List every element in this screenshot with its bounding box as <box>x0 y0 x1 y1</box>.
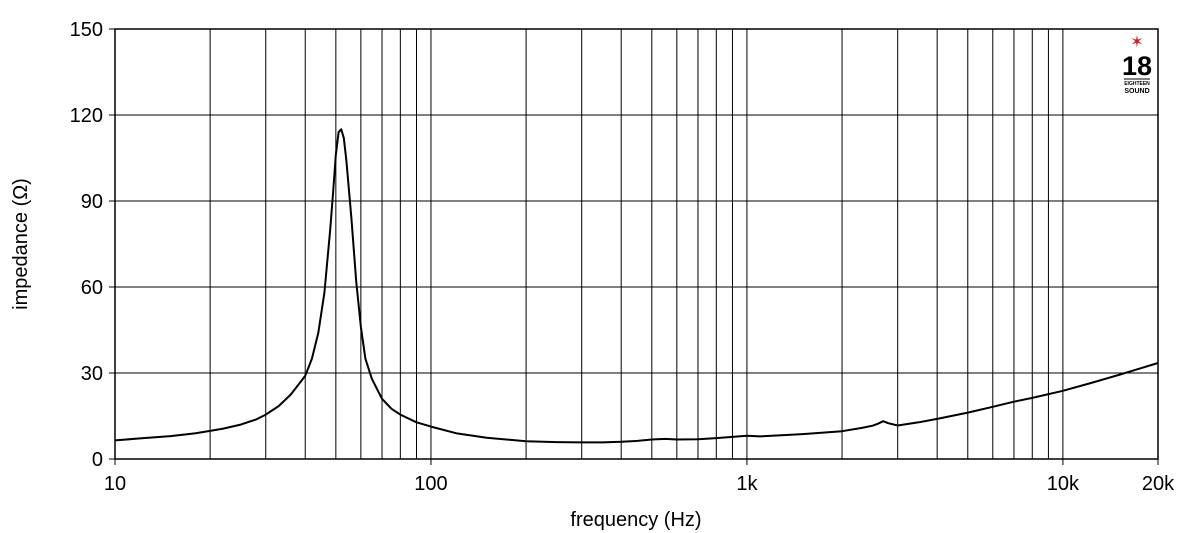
logo-line1: EIGHTEEN <box>1124 81 1150 87</box>
y-tick-label: 150 <box>70 19 103 41</box>
x-axis-ticks: 10 100 1k 10k 20k <box>104 459 1175 495</box>
x-tick-label: 100 <box>414 473 447 495</box>
y-tick-label: 90 <box>81 191 103 213</box>
y-tick-label: 30 <box>81 363 103 385</box>
impedance-curve <box>114 128 1159 444</box>
x-tick-label: 1k <box>736 473 758 495</box>
x-tick-label: 10k <box>1047 473 1080 495</box>
y-tick-label: 0 <box>92 449 103 471</box>
x-tick-label: 10 <box>104 473 126 495</box>
logo-number: 18 <box>1122 51 1152 81</box>
eighteen-sound-logo: ✶ 18 EIGHTEEN SOUND <box>1122 34 1152 95</box>
y-axis-ticks: 0 30 60 90 120 150 <box>70 19 115 471</box>
logo-line2: SOUND <box>1124 88 1149 95</box>
x-axis-title: frequency (Hz) <box>570 509 701 531</box>
logo-star-icon: ✶ <box>1130 34 1143 51</box>
y-tick-label: 60 <box>81 277 103 299</box>
plot-frame <box>114 28 1159 460</box>
x-tick-label: 20k <box>1142 473 1175 495</box>
grid-lines <box>115 29 1158 459</box>
y-tick-label: 120 <box>70 105 103 127</box>
y-axis-title: impedance (Ω) <box>10 178 32 310</box>
